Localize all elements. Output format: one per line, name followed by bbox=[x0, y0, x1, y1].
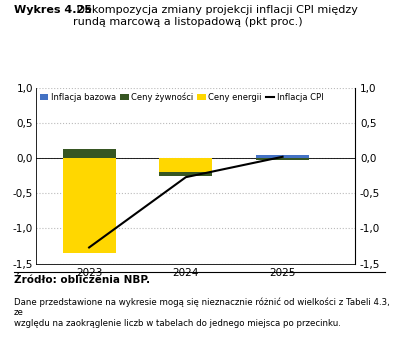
Text: Dekompozycja zmiany projekcji inflacji CPI między
rundą marcową a listopadową (p: Dekompozycja zmiany projekcji inflacji C… bbox=[73, 5, 358, 27]
Text: Dane przedstawione na wykresie mogą się nieznacznie różnić od wielkości z Tabeli: Dane przedstawione na wykresie mogą się … bbox=[14, 297, 390, 328]
Legend: Inflacja bazowa, Ceny żywności, Ceny energii, Inflacja CPI: Inflacja bazowa, Ceny żywności, Ceny ene… bbox=[40, 92, 324, 101]
Bar bbox=[63, 158, 116, 253]
Bar bbox=[159, 158, 212, 172]
Text: Źródło: obliczenia NBP.: Źródło: obliczenia NBP. bbox=[14, 275, 150, 286]
Bar bbox=[256, 155, 309, 158]
Text: Wykres 4.25: Wykres 4.25 bbox=[14, 5, 92, 15]
Bar bbox=[159, 172, 212, 176]
Bar bbox=[256, 158, 309, 160]
Bar bbox=[63, 149, 116, 158]
